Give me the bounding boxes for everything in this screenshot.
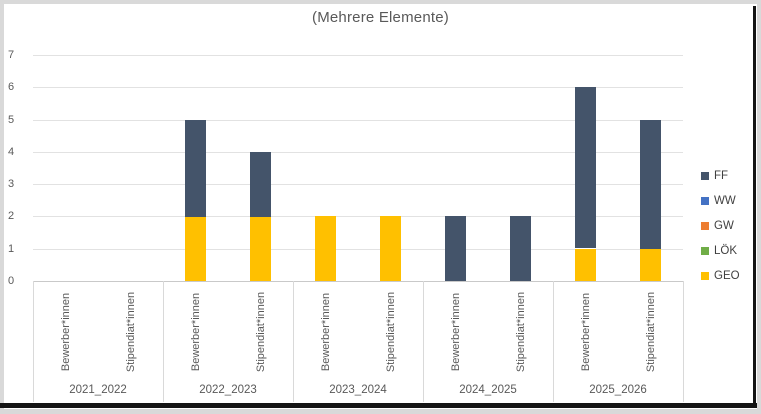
legend-item-WW[interactable]: WW bbox=[701, 194, 740, 207]
x-axis-group-label: 2024_2025 bbox=[459, 384, 517, 396]
gridline bbox=[33, 184, 683, 185]
gridline bbox=[33, 87, 683, 88]
x-axis-category-label-text: Bewerber*innen bbox=[190, 292, 202, 372]
bar-segment-GEO[interactable] bbox=[250, 216, 271, 281]
legend-swatch-icon bbox=[701, 246, 709, 255]
y-axis-tick-label: 3 bbox=[7, 178, 15, 190]
x-axis-category-label-text: Stipendiat*innen bbox=[125, 291, 137, 373]
bar-segment-FF[interactable] bbox=[250, 152, 271, 217]
legend-swatch-icon bbox=[701, 171, 709, 180]
x-axis-group-separator bbox=[293, 281, 294, 402]
x-axis-category-label-text: Bewerber*innen bbox=[580, 292, 592, 372]
legend-item-GEO[interactable]: GEO bbox=[701, 269, 740, 282]
gridline bbox=[33, 249, 683, 250]
legend-item-GW[interactable]: GW bbox=[701, 219, 740, 232]
gridline bbox=[33, 216, 683, 217]
bar-segment-FF[interactable] bbox=[185, 120, 206, 217]
y-axis-tick-label: 7 bbox=[7, 49, 15, 61]
bar-segment-GEO[interactable] bbox=[185, 216, 206, 281]
y-axis-tick-label: 1 bbox=[7, 243, 15, 255]
legend-swatch-icon bbox=[701, 271, 709, 280]
frame-bottom bbox=[0, 409, 761, 414]
x-axis-category-label-text: Bewerber*innen bbox=[320, 292, 332, 372]
x-axis-group-separator bbox=[423, 281, 424, 402]
y-axis-tick-label: 0 bbox=[7, 275, 15, 287]
gridline bbox=[33, 55, 683, 56]
x-axis-category-label-text: Stipendiat*innen bbox=[385, 291, 397, 373]
x-axis-category-label-text: Stipendiat*innen bbox=[515, 291, 527, 373]
y-axis-tick-label: 4 bbox=[7, 146, 15, 158]
x-axis-group-separator bbox=[683, 281, 684, 402]
window-edge-bottom bbox=[0, 403, 757, 408]
x-axis-group-separator bbox=[163, 281, 164, 402]
legend-swatch-icon bbox=[701, 196, 709, 205]
x-axis-category-label-text: Stipendiat*innen bbox=[255, 291, 267, 373]
legend: FF WW GW LÖK GEO bbox=[701, 169, 740, 294]
x-axis-line bbox=[33, 281, 683, 282]
legend-label: FF bbox=[714, 169, 729, 182]
frame-right bbox=[757, 0, 761, 414]
bar-segment-FF[interactable] bbox=[510, 216, 531, 281]
gridline bbox=[33, 120, 683, 121]
bar-segment-GEO[interactable] bbox=[315, 216, 336, 281]
bar-segment-GEO[interactable] bbox=[575, 249, 596, 281]
legend-label: LÖK bbox=[714, 244, 738, 257]
bar-segment-FF[interactable] bbox=[640, 120, 661, 249]
x-axis-category-label-text: Stipendiat*innen bbox=[645, 291, 657, 373]
x-axis-group-label: 2021_2022 bbox=[69, 384, 127, 396]
legend-swatch-icon bbox=[701, 221, 709, 230]
x-axis-category-label-text: Bewerber*innen bbox=[450, 292, 462, 372]
chart-title[interactable]: (Mehrere Elemente) bbox=[312, 9, 449, 26]
bar-segment-GEO[interactable] bbox=[640, 249, 661, 281]
legend-item-LÖK[interactable]: LÖK bbox=[701, 244, 740, 257]
window-edge-right bbox=[753, 6, 756, 407]
x-axis-group-label: 2025_2026 bbox=[589, 384, 647, 396]
y-axis-tick-label: 2 bbox=[7, 210, 15, 222]
x-axis-group-separator bbox=[553, 281, 554, 402]
legend-label: GEO bbox=[714, 269, 740, 282]
legend-label: GW bbox=[714, 219, 734, 232]
bar-segment-FF[interactable] bbox=[445, 216, 466, 281]
x-axis-category-label-text: Bewerber*innen bbox=[60, 292, 72, 372]
legend-label: WW bbox=[714, 194, 736, 207]
x-axis-group-label: 2022_2023 bbox=[199, 384, 257, 396]
y-axis-tick-label: 6 bbox=[7, 81, 15, 93]
y-axis-tick-label: 5 bbox=[7, 114, 15, 126]
gridline bbox=[33, 152, 683, 153]
bar-segment-FF[interactable] bbox=[575, 87, 596, 248]
frame-top bbox=[0, 0, 761, 4]
x-axis-group-label: 2023_2024 bbox=[329, 384, 387, 396]
legend-item-FF[interactable]: FF bbox=[701, 169, 740, 182]
bar-segment-GEO[interactable] bbox=[380, 216, 401, 281]
frame-left bbox=[0, 0, 4, 414]
x-axis-group-separator bbox=[33, 281, 34, 402]
